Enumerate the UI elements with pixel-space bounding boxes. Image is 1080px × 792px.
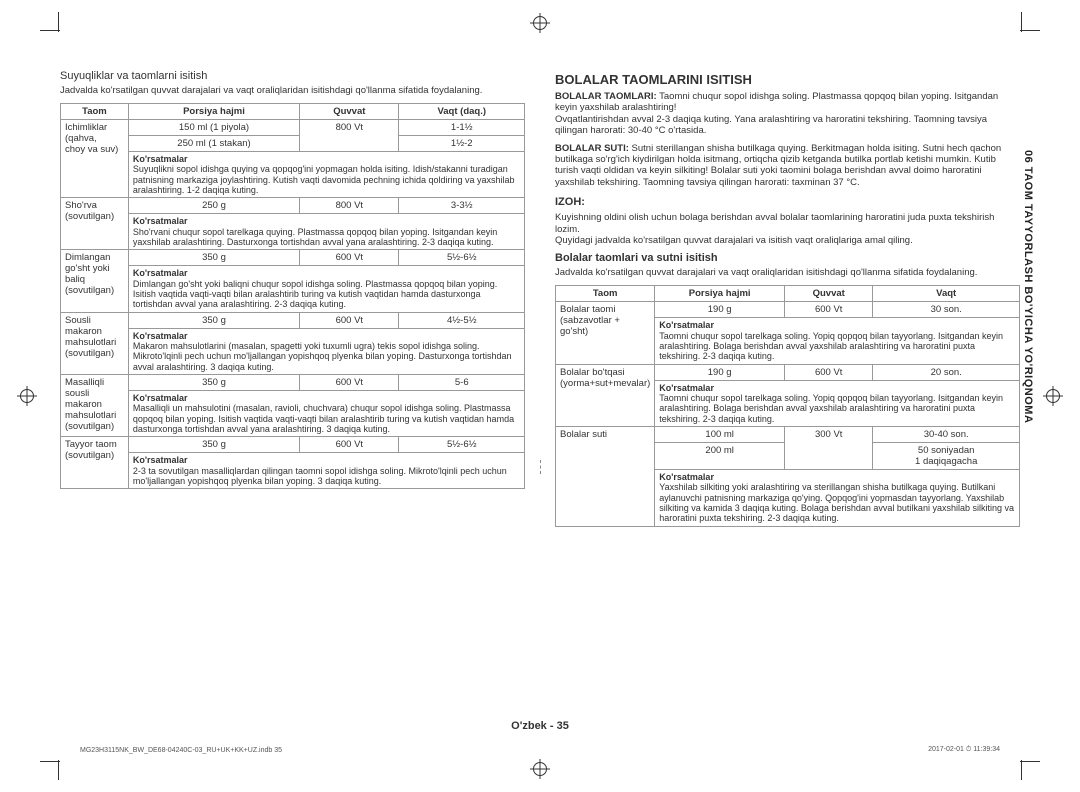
- footer-left: MG23H3115NK_BW_DE68-04240C-03_RU+UK+KK+U…: [80, 747, 282, 754]
- instructions: Ko'rsatmalarMasalliqli un mahsulotini (m…: [128, 391, 524, 437]
- power: 600 Vt: [300, 250, 399, 266]
- food-name: Bolalar suti: [556, 426, 655, 526]
- instructions: Ko'rsatmalarDimlangan go'sht yoki baliqn…: [128, 266, 524, 312]
- right-sub-title: Bolalar taomlari va sutni isitish: [555, 252, 1020, 264]
- portion: 350 g: [128, 250, 299, 266]
- time: 5-6: [399, 375, 525, 391]
- portion: 200 ml: [655, 442, 785, 469]
- power: 600 Vt: [300, 437, 399, 453]
- portion: 100 ml: [655, 426, 785, 442]
- instructions: Ko'rsatmalarMakaron mahsulotlarini (masa…: [128, 328, 524, 374]
- portion: 150 ml (1 piyola): [128, 119, 299, 135]
- food-name: Tayyor taom(sovutilgan): [61, 437, 129, 489]
- col-header: Quvvat: [785, 286, 873, 302]
- time: 3-3½: [399, 198, 525, 214]
- time: 5½-6½: [399, 437, 525, 453]
- instructions: Ko'rsatmalarSuyuqlikni sopol idishga quy…: [128, 151, 524, 197]
- page-footer: O'zbek - 35: [0, 720, 1080, 732]
- time: 4½-5½: [399, 312, 525, 328]
- side-tab: 06 TAOM TAYYORLASH BO'YICHA YO'RIQNOMA: [1022, 150, 1034, 423]
- instructions: Ko'rsatmalarTaomni chuqur sopol tarelkag…: [655, 318, 1020, 364]
- right-heading: BOLALAR TAOMLARINI ISITISH: [555, 72, 1020, 87]
- footer-right: 2017-02-01 ⏱ 11:39:34: [928, 746, 1000, 754]
- time: 1½-2: [399, 135, 525, 151]
- right-column: BOLALAR TAOMLARINI ISITISH BOLALAR TAOML…: [555, 70, 1020, 680]
- col-header: Porsiya hajmi: [655, 286, 785, 302]
- food-name: Ichimliklar (qahva,choy va suv): [61, 119, 129, 197]
- column-divider: [540, 460, 541, 474]
- right-para2: BOLALAR SUTI: Sutni sterillangan shisha …: [555, 143, 1020, 189]
- portion: 350 g: [128, 312, 299, 328]
- power: 600 Vt: [785, 364, 873, 380]
- col-header: Vaqt: [873, 286, 1020, 302]
- food-name: Masalliqlisousli makaronmahsulotlari(sov…: [61, 375, 129, 437]
- instructions: Ko'rsatmalar2-3 ta sovutilgan masalliqla…: [128, 453, 524, 489]
- time: 1-1½: [399, 119, 525, 135]
- right-para1: BOLALAR TAOMLARI: Taomni chuqur sopol id…: [555, 91, 1020, 137]
- food-name: Dimlangango'sht yoki baliq(sovutilgan): [61, 250, 129, 312]
- instructions: Ko'rsatmalarSho'rvani chuqur sopol tarel…: [128, 214, 524, 250]
- power: 300 Vt: [785, 426, 873, 469]
- power: 800 Vt: [300, 198, 399, 214]
- food-name: Bolalar taomi(sabzavotlar +go'sht): [556, 302, 655, 364]
- col-header: Porsiya hajmi: [128, 103, 299, 119]
- food-name: Sousli makaronmahsulotlari(sovutilgan): [61, 312, 129, 374]
- time: 50 soniyadan1 daqiqagacha: [873, 442, 1020, 469]
- power: 600 Vt: [300, 312, 399, 328]
- power: 600 Vt: [785, 302, 873, 318]
- left-title: Suyuqliklar va taomlarni isitish: [60, 70, 525, 82]
- instructions: Ko'rsatmalarYaxshilab silkiting yoki ara…: [655, 469, 1020, 526]
- page-columns: Suyuqliklar va taomlarni isitish Jadvald…: [60, 70, 1020, 680]
- food-name: Bolalar bo'tqasi(yorma+sut+mevalar): [556, 364, 655, 426]
- para2-label: BOLALAR SUTI:: [555, 143, 629, 154]
- col-header: Taom: [61, 103, 129, 119]
- para1-label: BOLALAR TAOMLARI:: [555, 91, 657, 102]
- col-header: Taom: [556, 286, 655, 302]
- portion: 350 g: [128, 437, 299, 453]
- right-table: TaomPorsiya hajmiQuvvatVaqt Bolalar taom…: [555, 285, 1020, 526]
- food-name: Sho'rva(sovutilgan): [61, 198, 129, 250]
- col-header: Quvvat: [300, 103, 399, 119]
- instructions: Ko'rsatmalarTaomni chuqur sopol tarelkag…: [655, 380, 1020, 426]
- portion: 350 g: [128, 375, 299, 391]
- power: 600 Vt: [300, 375, 399, 391]
- left-column: Suyuqliklar va taomlarni isitish Jadvald…: [60, 70, 525, 680]
- portion: 250 g: [128, 198, 299, 214]
- time: 30 son.: [873, 302, 1020, 318]
- time: 20 son.: [873, 364, 1020, 380]
- left-intro: Jadvalda ko'rsatilgan quvvat darajalari …: [60, 86, 525, 97]
- portion: 250 ml (1 stakan): [128, 135, 299, 151]
- izoh-heading: IZOH:: [555, 196, 1020, 208]
- power: 800 Vt: [300, 119, 399, 151]
- time: 5½-6½: [399, 250, 525, 266]
- col-header: Vaqt (daq.): [399, 103, 525, 119]
- time: 30-40 son.: [873, 426, 1020, 442]
- portion: 190 g: [655, 364, 785, 380]
- left-table: TaomPorsiya hajmiQuvvatVaqt (daq.) Ichim…: [60, 103, 525, 490]
- right-sub-intro: Jadvalda ko'rsatilgan quvvat darajalari …: [555, 268, 1020, 279]
- izoh-text: Kuyishning oldini olish uchun bolaga ber…: [555, 212, 1020, 246]
- portion: 190 g: [655, 302, 785, 318]
